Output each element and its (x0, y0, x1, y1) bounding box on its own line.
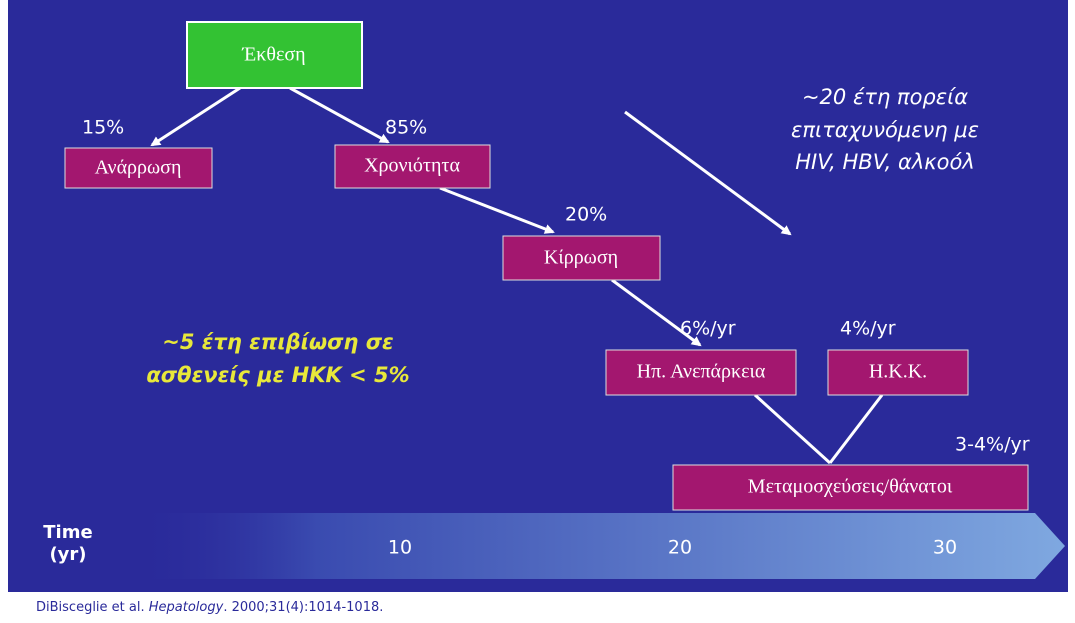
citation-details: . 2000;31(4):1014-1018. (223, 600, 383, 615)
edge-label: 15% (82, 117, 124, 139)
citation-journal: Hepatology (149, 600, 224, 615)
node-label: Κίρρωση (544, 247, 618, 269)
tick-label: 20 (668, 537, 692, 559)
node-box (827, 349, 969, 396)
node-box (502, 235, 661, 281)
note-text: ασθενείς με ΗΚΚ < 5% (146, 363, 409, 387)
node-box (605, 349, 797, 396)
node-box (672, 464, 1029, 511)
edge-label: 4%/yr (840, 318, 896, 340)
timeline-arrow (130, 513, 1065, 579)
edge-label: 3-4%/yr (955, 434, 1030, 456)
node-label: Η.Κ.Κ. (869, 361, 927, 383)
citation-authors: DiBisceglie et al. (36, 600, 149, 615)
note-text: HIV, HBV, αλκοόλ (795, 150, 975, 174)
node-label: Χρονιότητα (364, 155, 460, 177)
node-box (334, 144, 491, 189)
note-text: επιταχυνόμενη με (791, 118, 979, 142)
edge-label: 6%/yr (680, 318, 736, 340)
timeline-title: (yr) (49, 544, 86, 565)
note-text: ~5 έτη επιβίωση σε (162, 330, 393, 354)
node-label: Ανάρρωση (95, 157, 182, 179)
tick-label: 10 (388, 537, 412, 559)
edge-label: 85% (385, 117, 427, 139)
node-box (186, 21, 363, 89)
citation: DiBisceglie et al. Hepatology. 2000;31(4… (36, 600, 383, 615)
node-label: Μεταμοσχεύσεις/θάνατοι (748, 476, 953, 498)
tick-label: 30 (933, 537, 957, 559)
node-box (64, 147, 213, 189)
timeline-title: Time (43, 522, 92, 543)
edge-label: 20% (565, 204, 607, 226)
node-label: Έκθεση (241, 44, 305, 66)
arrows (150, 86, 884, 465)
note-text: ~20 έτη πορεία (802, 85, 968, 109)
node-label: Ηπ. Ανεπάρκεια (637, 361, 766, 383)
